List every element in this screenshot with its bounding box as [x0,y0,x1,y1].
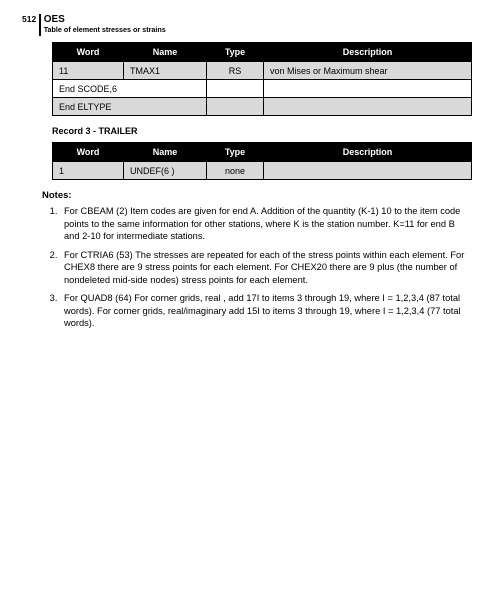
table-row: 11 TMAX1 RS von Mises or Maximum shear [53,62,472,80]
note-item: For CTRIA6 (53) The stresses are repeate… [60,249,470,287]
note-item: For QUAD8 (64) For corner grids, real , … [60,292,470,330]
stress-table-1: Word Name Type Description 11 TMAX1 RS v… [52,42,472,116]
header-title: OES [44,14,166,25]
col-desc: Description [264,143,472,162]
cell-span: End ELTYPE [53,98,207,116]
cell-type: none [207,162,264,180]
notes-list: For CBEAM (2) Item codes are given for e… [46,205,478,330]
cell-empty [264,80,472,98]
page-header: 512 OES Table of element stresses or str… [22,14,478,36]
table-header-row: Word Name Type Description [53,143,472,162]
col-word: Word [53,43,124,62]
cell-name: TMAX1 [124,62,207,80]
cell-word: 1 [53,162,124,180]
col-type: Type [207,43,264,62]
cell-desc [264,162,472,180]
header-divider [39,14,41,36]
table-row: 1 UNDEF(6 ) none [53,162,472,180]
table-row: End ELTYPE [53,98,472,116]
cell-type: RS [207,62,264,80]
cell-empty [264,98,472,116]
table-header-row: Word Name Type Description [53,43,472,62]
note-item: For CBEAM (2) Item codes are given for e… [60,205,470,243]
cell-name: UNDEF(6 ) [124,162,207,180]
col-desc: Description [264,43,472,62]
col-name: Name [124,143,207,162]
table-row: End SCODE,6 [53,80,472,98]
col-type: Type [207,143,264,162]
stress-table-2: Word Name Type Description 1 UNDEF(6 ) n… [52,142,472,180]
cell-word: 11 [53,62,124,80]
cell-empty [207,98,264,116]
header-subtitle: Table of element stresses or strains [44,25,166,34]
record-3-heading: Record 3 - TRAILER [52,126,478,136]
col-name: Name [124,43,207,62]
col-word: Word [53,143,124,162]
page-number: 512 [22,14,36,26]
cell-empty [207,80,264,98]
cell-desc: von Mises or Maximum shear [264,62,472,80]
cell-span: End SCODE,6 [53,80,207,98]
notes-heading: Notes: [42,190,478,201]
